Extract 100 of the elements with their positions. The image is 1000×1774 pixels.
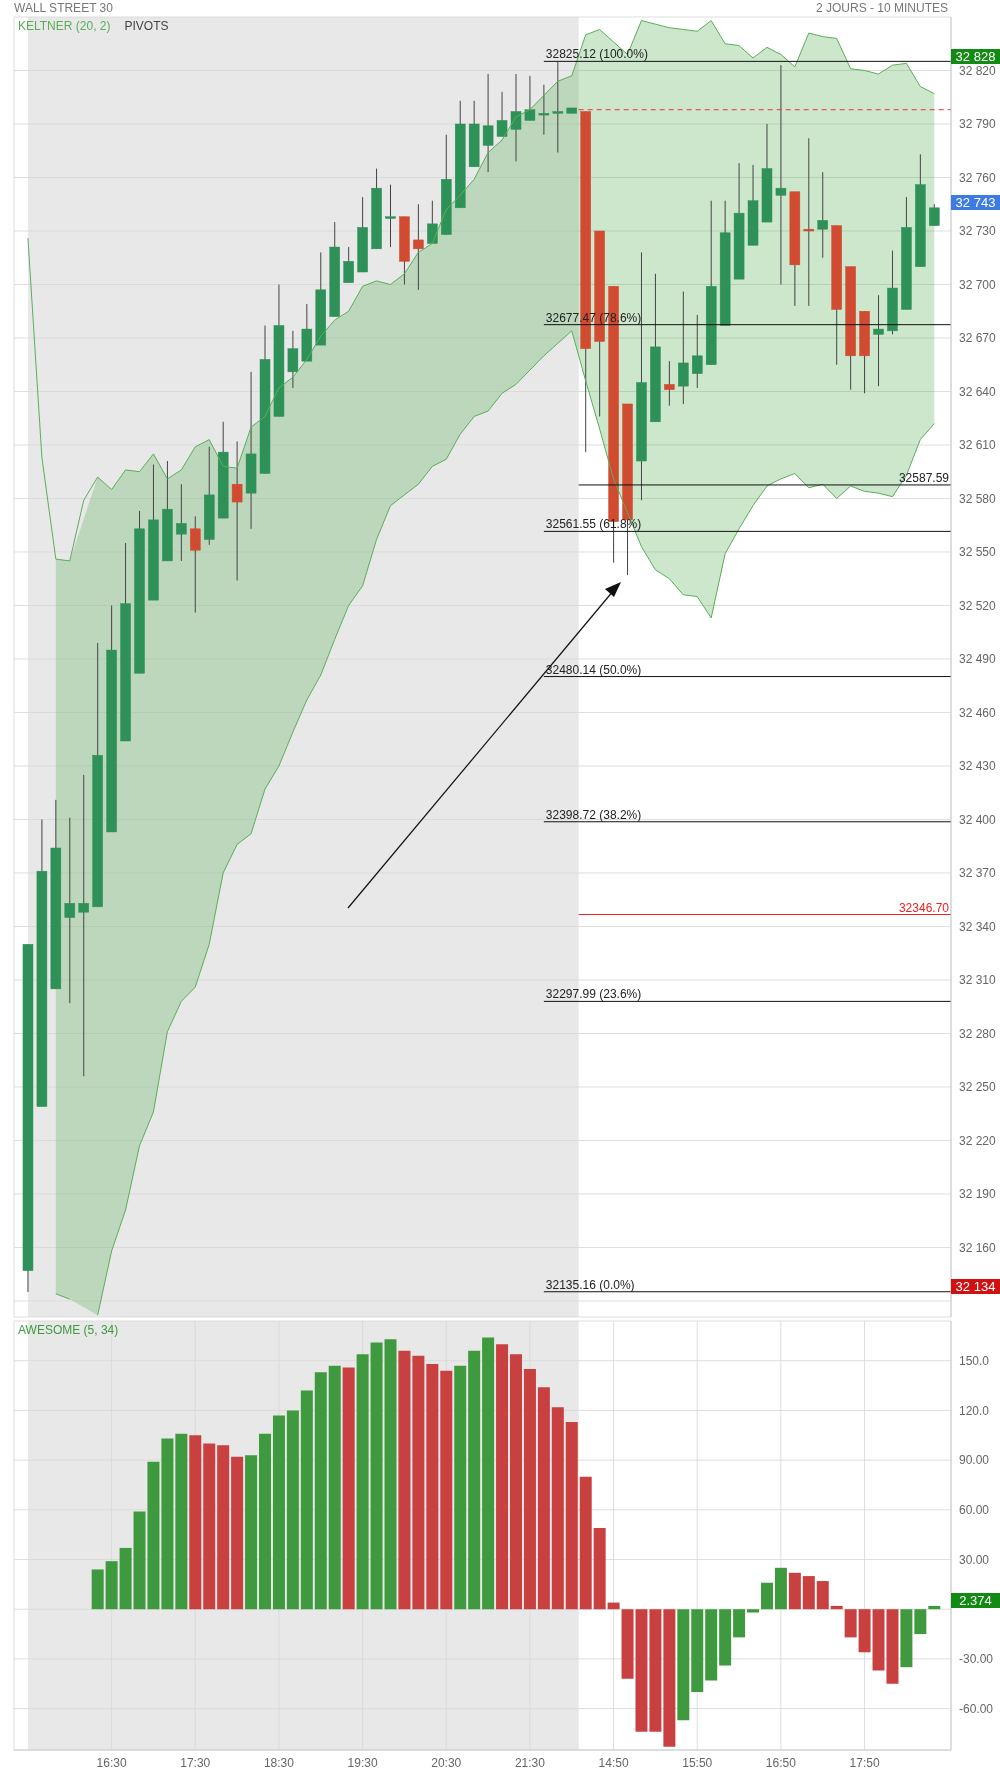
text: 2.374: [951, 1592, 1000, 1608]
candlestick: [190, 515, 201, 614]
x-tick-label: 14:50: [598, 1755, 629, 1770]
bar: [579, 1476, 592, 1610]
candlestick: [803, 137, 815, 307]
bar: [231, 1456, 244, 1610]
candlestick: [664, 360, 675, 407]
y-tick-label: 32 610: [959, 438, 997, 453]
y-tick-label: 32 760: [959, 170, 997, 185]
bar: [607, 1602, 620, 1610]
y-tick-label: 32 790: [959, 117, 997, 132]
y-tick-label: 32 310: [959, 973, 997, 988]
y-tick-label: 32 160: [959, 1240, 997, 1255]
bar: [760, 1582, 773, 1610]
y-tick-label: 150.0: [959, 1354, 990, 1369]
ref-line-label: 32297.99 (23.6%): [545, 987, 642, 1002]
bar: [537, 1387, 550, 1610]
candlestick: [496, 91, 508, 137]
bar: [719, 1609, 732, 1666]
y-tick-label: 32 460: [959, 705, 997, 720]
ref-line-label: 32346.70: [898, 900, 950, 915]
bar: [914, 1609, 927, 1635]
x-tick-label: 19:30: [347, 1755, 378, 1770]
y-tick-label: 32 700: [959, 277, 997, 292]
y-tick-label: 32 670: [959, 331, 997, 346]
bar: [189, 1435, 202, 1610]
ref-line-label: 32135.16 (0.0%): [545, 1277, 635, 1292]
candlestick: [817, 171, 828, 259]
x-tick-label: 16:30: [96, 1755, 127, 1770]
y-tick-label: 32 640: [959, 384, 997, 399]
bar: [733, 1609, 746, 1638]
y-tick-label: 32 280: [959, 1026, 997, 1041]
x-tick-label: 21:30: [514, 1755, 546, 1770]
candlestick: [692, 314, 703, 389]
bar: [370, 1342, 383, 1610]
ref-line-label: 32480.14 (50.0%): [545, 662, 642, 677]
bar: [593, 1528, 606, 1610]
bar: [245, 1455, 258, 1610]
candlestick: [552, 61, 564, 154]
candlestick: [510, 73, 522, 162]
bar: [705, 1609, 718, 1681]
bar: [830, 1605, 843, 1610]
y-tick-label: 30.00: [959, 1552, 990, 1567]
y-tick-label: 32 190: [959, 1187, 997, 1202]
text: AWESOME (5, 34): [18, 1323, 119, 1337]
y-tick-label: 32 250: [959, 1080, 997, 1095]
candlestick: [287, 330, 299, 389]
bar: [203, 1443, 216, 1610]
bar: [119, 1547, 132, 1610]
bar: [468, 1350, 481, 1610]
y-tick-label: 32 430: [959, 759, 997, 774]
candlestick: [64, 817, 76, 1004]
y-tick-label: 60.00: [959, 1503, 990, 1518]
y-tick-label: 90.00: [959, 1453, 990, 1468]
bar: [816, 1581, 829, 1610]
x-tick-label: 16:50: [765, 1755, 797, 1770]
candlestick: [678, 291, 689, 405]
bar: [928, 1605, 941, 1610]
x-tick-label: 20:30: [431, 1755, 462, 1770]
bar: [300, 1390, 313, 1610]
y-tick-label: 32 400: [959, 812, 997, 827]
y-tick-label: -30.00: [959, 1652, 994, 1667]
bar: [398, 1350, 411, 1610]
bar: [356, 1354, 369, 1610]
bar: [788, 1572, 801, 1610]
bar: [342, 1367, 355, 1610]
y-tick-label: -60.00: [959, 1701, 994, 1716]
candlestick: [176, 483, 187, 562]
bar: [844, 1609, 857, 1638]
x-tick-label: 17:50: [849, 1755, 880, 1770]
text: KELTNER (20, 2): [18, 19, 111, 33]
bar: [691, 1609, 704, 1693]
bar: [523, 1369, 536, 1610]
candlestick: [343, 246, 354, 284]
y-tick-label: 32 370: [959, 866, 997, 881]
candlestick: [78, 774, 89, 1077]
bar: [314, 1372, 327, 1610]
candlestick: [538, 84, 550, 136]
bar: [482, 1337, 495, 1610]
x-tick-label: 15:50: [682, 1755, 713, 1770]
bar: [496, 1344, 509, 1610]
bar: [426, 1364, 439, 1610]
ref-line-label: 32398.72 (38.2%): [545, 807, 642, 822]
annotation: PIVOTS: [124, 19, 169, 33]
bar: [91, 1569, 104, 1610]
ref-line-label: 32825.12 (100.0%): [545, 47, 648, 62]
bar: [328, 1365, 341, 1610]
candlestick: [873, 294, 884, 387]
bar: [440, 1370, 453, 1610]
bar: [259, 1433, 272, 1610]
bar: [454, 1365, 467, 1610]
text: 32 828: [951, 48, 1000, 64]
text: 32 134: [951, 1279, 1000, 1295]
candlestick: [524, 75, 536, 121]
y-tick-label: 32 820: [959, 63, 997, 78]
x-tick-label: 17:30: [180, 1755, 211, 1770]
bar: [649, 1609, 662, 1732]
bar: [677, 1609, 690, 1721]
candlestick: [775, 64, 787, 285]
bar: [900, 1609, 913, 1668]
